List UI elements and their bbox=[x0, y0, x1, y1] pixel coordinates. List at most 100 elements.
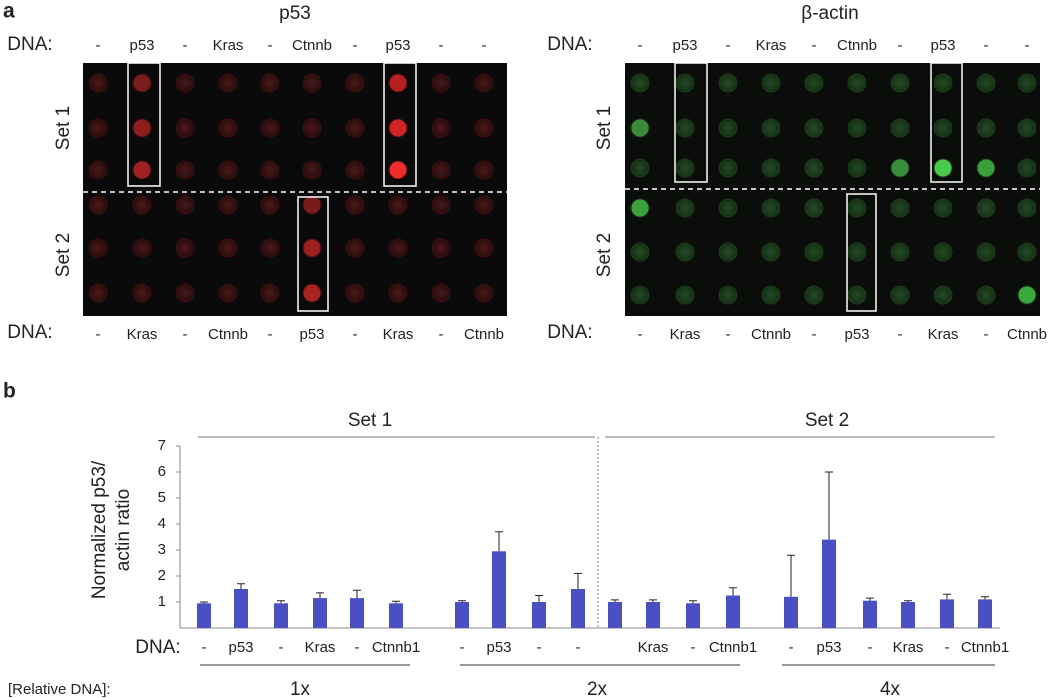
array-spot bbox=[345, 118, 365, 138]
array-spot bbox=[474, 238, 494, 258]
highlight-box bbox=[127, 62, 161, 187]
y-tick-label: 5 bbox=[158, 489, 166, 506]
column-label: - bbox=[638, 326, 643, 343]
y-tick-label: 4 bbox=[158, 515, 166, 532]
column-label: - bbox=[1025, 37, 1030, 54]
column-label: Kras bbox=[127, 326, 158, 343]
array-spot bbox=[890, 118, 910, 138]
y-tick-label: 2 bbox=[158, 567, 166, 584]
y-axis-label: actin ratio bbox=[113, 489, 134, 571]
error-bar bbox=[729, 587, 737, 596]
bar bbox=[726, 595, 740, 628]
array-spot bbox=[388, 238, 408, 258]
array-spot bbox=[1017, 118, 1037, 138]
array-image bbox=[83, 63, 507, 316]
array-spot bbox=[847, 73, 867, 93]
array-spot bbox=[675, 242, 695, 262]
column-label: Ctnnb bbox=[464, 326, 504, 343]
array-spot bbox=[933, 198, 953, 218]
array-spot bbox=[847, 242, 867, 262]
array-spot bbox=[630, 198, 650, 218]
bar bbox=[940, 599, 954, 628]
array-spot bbox=[218, 238, 238, 258]
y-axis-label: Normalized p53/ bbox=[89, 460, 110, 599]
x-tick-label: p53 bbox=[486, 639, 511, 656]
bar bbox=[234, 589, 248, 628]
error-bar bbox=[787, 554, 795, 597]
array-spot bbox=[1017, 242, 1037, 262]
array-spot bbox=[761, 242, 781, 262]
column-label: - bbox=[984, 37, 989, 54]
array-spot bbox=[218, 73, 238, 93]
y-tick-label: 1 bbox=[158, 593, 166, 610]
array-spot bbox=[804, 242, 824, 262]
bar bbox=[389, 603, 403, 628]
column-label: - bbox=[268, 37, 273, 54]
array-spot bbox=[88, 73, 108, 93]
error-bar bbox=[825, 471, 833, 540]
array-spot bbox=[88, 160, 108, 180]
array-spot bbox=[1017, 158, 1037, 178]
highlight-box bbox=[297, 196, 329, 312]
array-spot bbox=[175, 195, 195, 215]
x-tick-label: Ctnnb1 bbox=[709, 639, 757, 656]
array-spot bbox=[431, 238, 451, 258]
column-label: - bbox=[439, 37, 444, 54]
array-spot bbox=[1017, 73, 1037, 93]
x-tick-label: Kras bbox=[893, 639, 924, 656]
array-spot bbox=[761, 198, 781, 218]
array-spot bbox=[804, 198, 824, 218]
highlight-box bbox=[383, 62, 417, 187]
array-spot bbox=[132, 160, 152, 180]
array-spot bbox=[630, 73, 650, 93]
array-spot bbox=[431, 118, 451, 138]
column-label: - bbox=[96, 326, 101, 343]
x-tick-label: Ctnnb1 bbox=[372, 639, 420, 656]
bar bbox=[492, 551, 506, 628]
array-spot bbox=[218, 283, 238, 303]
group-label: 2x bbox=[587, 679, 608, 698]
set-label: Set 1 bbox=[348, 410, 392, 431]
highlight-box bbox=[846, 193, 877, 312]
array-spot bbox=[132, 283, 152, 303]
array-spot bbox=[675, 158, 695, 178]
bar bbox=[532, 602, 546, 628]
x-tick-label: Ctnnb1 bbox=[961, 639, 1009, 656]
x-tick-label: - bbox=[789, 639, 794, 656]
column-label: - bbox=[268, 326, 273, 343]
array-spot bbox=[218, 118, 238, 138]
error-bar bbox=[237, 583, 245, 589]
error-bar bbox=[981, 596, 989, 600]
array-spot bbox=[718, 285, 738, 305]
array-spot bbox=[847, 158, 867, 178]
array-spot bbox=[345, 238, 365, 258]
array-spot bbox=[976, 118, 996, 138]
array-spot bbox=[761, 158, 781, 178]
array-spot bbox=[302, 160, 322, 180]
array-spot bbox=[976, 158, 996, 178]
group-label: 4x bbox=[880, 679, 901, 698]
column-label: - bbox=[96, 37, 101, 54]
error-bar bbox=[277, 600, 285, 604]
array-spot bbox=[132, 195, 152, 215]
column-label: - bbox=[898, 326, 903, 343]
x-tick-label: Kras bbox=[638, 639, 669, 656]
x-tick-label: p53 bbox=[816, 639, 841, 656]
column-label: Ctnnb bbox=[208, 326, 248, 343]
error-bar bbox=[866, 597, 874, 601]
array-spot bbox=[132, 118, 152, 138]
column-label: - bbox=[898, 37, 903, 54]
array-spot bbox=[630, 242, 650, 262]
array-spot bbox=[388, 160, 408, 180]
array-spot bbox=[88, 195, 108, 215]
array-spot bbox=[88, 238, 108, 258]
array-spot bbox=[804, 118, 824, 138]
panel-label: b bbox=[3, 380, 16, 403]
error-bar bbox=[200, 601, 208, 604]
array-spot bbox=[933, 285, 953, 305]
array-spot bbox=[890, 198, 910, 218]
x-tick-label: - bbox=[460, 639, 465, 656]
array-spot bbox=[175, 238, 195, 258]
array-spot bbox=[890, 285, 910, 305]
